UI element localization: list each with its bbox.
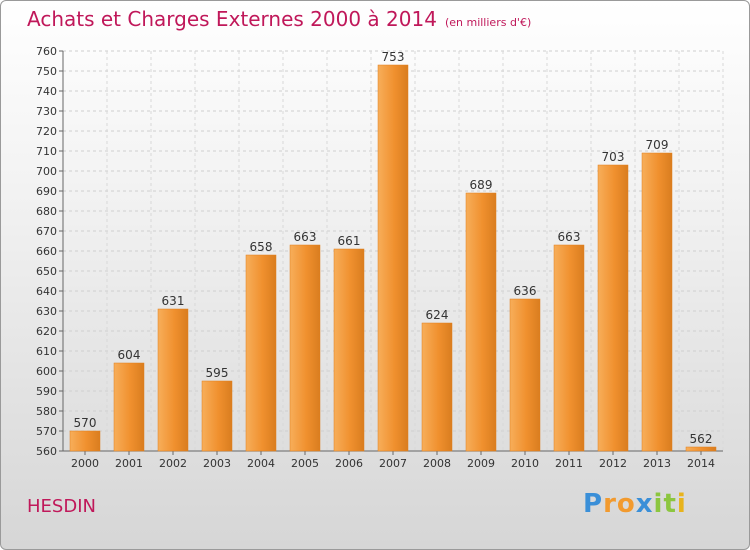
bar: [465, 192, 497, 452]
bars: [69, 64, 717, 452]
data-label: 604: [118, 348, 141, 362]
data-label: 709: [646, 138, 669, 152]
bar: [597, 164, 629, 452]
x-tick-label: 2014: [687, 457, 715, 470]
bar: [685, 446, 717, 452]
bar: [641, 152, 673, 452]
x-tick-label: 2011: [555, 457, 583, 470]
x-tick-label: 2003: [203, 457, 231, 470]
x-tick-label: 2013: [643, 457, 671, 470]
data-labels: 570 604 631 595 658 663 661 753 624 689 636 663 703 7…: [74, 50, 713, 446]
data-label: 570: [74, 416, 97, 430]
bar: [69, 430, 101, 452]
y-tick-label: 700: [36, 165, 57, 178]
commune-name: HESDIN: [27, 496, 96, 517]
x-tick-label: 2000: [71, 457, 99, 470]
bar: [113, 362, 145, 452]
chart-title-text: Achats et Charges Externes 2000 à 2014: [27, 7, 437, 31]
y-tick-label: 560: [36, 445, 57, 458]
bar: [421, 322, 453, 452]
y-tick-label: 760: [36, 45, 57, 58]
logo-letter: r: [603, 489, 617, 519]
logo-letter: t: [663, 489, 677, 519]
y-tick-label: 580: [36, 405, 57, 418]
data-label: 703: [602, 150, 625, 164]
x-tick-label: 2002: [159, 457, 187, 470]
x-tick-label: 2004: [247, 457, 275, 470]
data-label: 636: [514, 284, 537, 298]
bar: [553, 244, 585, 452]
y-tick-label: 570: [36, 425, 57, 438]
y-tick-label: 680: [36, 205, 57, 218]
y-tick-label: 690: [36, 185, 57, 198]
chart-title: Achats et Charges Externes 2000 à 2014 (e…: [27, 7, 531, 31]
data-label: 595: [206, 366, 229, 380]
logo-letter: i: [676, 489, 687, 519]
bar: [201, 380, 233, 452]
y-tick-label: 600: [36, 365, 57, 378]
y-tick-labels: 560 570 580 590 600 610 620 630 640 650 660 670 680 6…: [36, 45, 57, 458]
y-tick-label: 720: [36, 125, 57, 138]
x-tick-label: 2007: [379, 457, 407, 470]
y-tick-label: 710: [36, 145, 57, 158]
proxiti-logo: Proxiti: [583, 489, 687, 519]
x-tick-label: 2010: [511, 457, 539, 470]
logo-letter: i: [653, 489, 664, 519]
y-tick-label: 590: [36, 385, 57, 398]
chart-subtitle: (en milliers d'€): [444, 16, 532, 29]
x-tick-label: 2009: [467, 457, 495, 470]
y-tick-label: 640: [36, 285, 57, 298]
y-tick-label: 660: [36, 245, 57, 258]
bar: [333, 248, 365, 452]
bar: [245, 254, 277, 452]
logo-letter: o: [616, 489, 636, 519]
x-tick-labels: 2000 2001 2002 2003 2004 2005 2006 2007 2008 2009…: [71, 457, 715, 470]
y-tick-label: 620: [36, 325, 57, 338]
bar: [509, 298, 541, 452]
x-tick-label: 2012: [599, 457, 627, 470]
y-tick-label: 650: [36, 265, 57, 278]
data-label: 753: [382, 50, 405, 64]
data-label: 663: [558, 230, 581, 244]
bar: [289, 244, 321, 452]
y-tick-label: 750: [36, 65, 57, 78]
y-tick-label: 610: [36, 345, 57, 358]
y-tick-label: 670: [36, 225, 57, 238]
data-label: 562: [690, 432, 713, 446]
bar: [377, 64, 409, 452]
data-label: 631: [162, 294, 185, 308]
data-label: 658: [250, 240, 273, 254]
data-label: 624: [426, 308, 449, 322]
logo-letter: x: [635, 489, 654, 519]
y-tick-label: 740: [36, 85, 57, 98]
x-tick-label: 2006: [335, 457, 363, 470]
data-label: 689: [470, 178, 493, 192]
x-tick-label: 2001: [115, 457, 143, 470]
data-label: 661: [338, 234, 361, 248]
logo-letter: P: [583, 489, 604, 519]
y-tick-label: 630: [36, 305, 57, 318]
x-tick-label: 2008: [423, 457, 451, 470]
data-label: 663: [294, 230, 317, 244]
y-tick-label: 730: [36, 105, 57, 118]
bar: [157, 308, 189, 452]
x-tick-label: 2005: [291, 457, 319, 470]
